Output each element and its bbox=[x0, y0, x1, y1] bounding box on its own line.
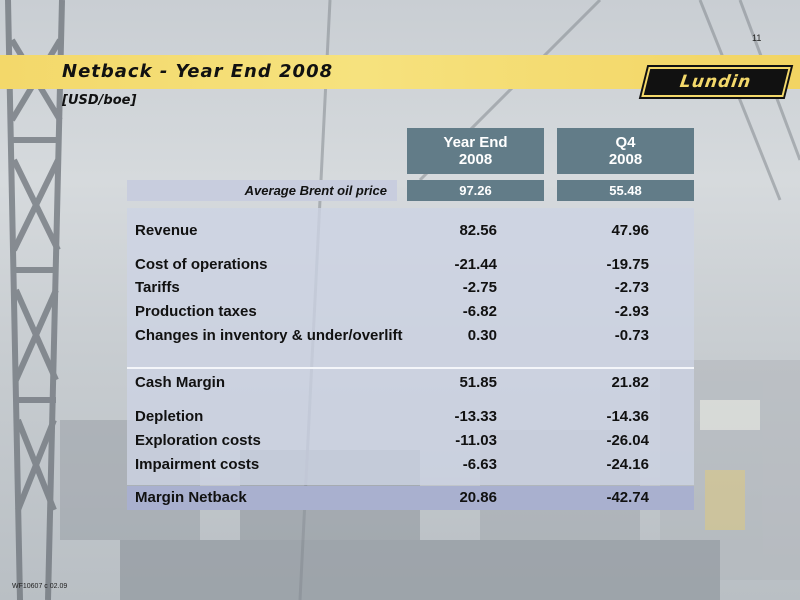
column-header-line1: Q4 bbox=[615, 134, 636, 151]
table-row-depletion: Depletion -13.33 -14.36 bbox=[127, 405, 694, 428]
table-row-production-taxes: Production taxes -6.82 -2.93 bbox=[127, 300, 694, 323]
row-value-q4: -0.73 bbox=[614, 327, 649, 344]
row-value-year-end: -11.03 bbox=[455, 432, 497, 449]
row-value-year-end: 20.86 bbox=[459, 489, 497, 506]
table-row-margin-netback: Margin Netback 20.86 -42.74 bbox=[127, 486, 694, 510]
column-header-q4: Q4 2008 bbox=[557, 128, 694, 174]
row-value-q4: 21.82 bbox=[611, 374, 649, 391]
row-value-year-end: -2.75 bbox=[462, 279, 497, 296]
column-header-line2: 2008 bbox=[608, 151, 643, 168]
brent-price-label: Average Brent oil price bbox=[127, 180, 397, 201]
page-subtitle: [USD/boe] bbox=[62, 93, 137, 108]
column-header-line2: 2008 bbox=[458, 151, 493, 168]
brent-price-year-end: 97.26 bbox=[407, 180, 544, 201]
brent-price-row: Average Brent oil price 97.26 55.48 bbox=[127, 180, 694, 201]
row-value-year-end: 82.56 bbox=[459, 222, 497, 239]
row-value-year-end: -21.44 bbox=[454, 256, 497, 273]
row-value-year-end: 0.30 bbox=[467, 327, 497, 344]
row-value-year-end: -6.82 bbox=[462, 303, 497, 320]
page-title: Netback - Year End 2008 bbox=[62, 61, 334, 82]
row-label: Production taxes bbox=[135, 303, 257, 320]
row-label: Revenue bbox=[135, 222, 198, 239]
row-value-year-end: -6.63 bbox=[462, 456, 497, 473]
row-label: Exploration costs bbox=[135, 432, 261, 449]
row-label: Cash Margin bbox=[135, 374, 226, 391]
netback-table-body bbox=[127, 208, 694, 485]
table-row-revenue: Revenue 82.56 47.96 bbox=[127, 219, 694, 242]
column-header-line1: Year End bbox=[443, 134, 508, 151]
row-label: Changes in inventory & under/overlift bbox=[135, 327, 403, 344]
table-row-cost-of-operations: Cost of operations -21.44 -19.75 bbox=[127, 253, 694, 276]
row-value-q4: -2.93 bbox=[614, 303, 649, 320]
table-row-inventory-changes: Changes in inventory & under/overlift 0.… bbox=[127, 324, 694, 347]
row-value-year-end: 51.85 bbox=[459, 374, 497, 391]
row-value-q4: -19.75 bbox=[606, 256, 649, 273]
row-value-q4: -2.73 bbox=[614, 279, 649, 296]
footer-code: WF10607 c 02.09 bbox=[12, 583, 68, 590]
table-row-exploration-costs: Exploration costs -11.03 -26.04 bbox=[127, 429, 694, 452]
row-label: Margin Netback bbox=[135, 489, 247, 506]
row-label: Tariffs bbox=[135, 279, 180, 296]
table-row-cash-margin: Cash Margin 51.85 21.82 bbox=[127, 371, 694, 394]
page-number: 11 bbox=[752, 33, 762, 43]
row-value-q4: -26.04 bbox=[606, 432, 649, 449]
table-row-tariffs: Tariffs -2.75 -2.73 bbox=[127, 276, 694, 299]
row-value-q4: -24.16 bbox=[606, 456, 649, 473]
row-value-q4: -42.74 bbox=[606, 489, 649, 506]
column-header-year-end: Year End 2008 bbox=[407, 128, 544, 174]
lundin-logo: Lundin bbox=[641, 67, 791, 97]
row-value-q4: -14.36 bbox=[606, 408, 649, 425]
table-divider bbox=[127, 367, 694, 369]
row-label: Cost of operations bbox=[135, 256, 268, 273]
table-row-impairment-costs: Impairment costs -6.63 -24.16 bbox=[127, 453, 694, 476]
row-label: Depletion bbox=[135, 408, 204, 425]
row-value-q4: 47.96 bbox=[611, 222, 649, 239]
row-value-year-end: -13.33 bbox=[454, 408, 497, 425]
brent-price-q4: 55.48 bbox=[557, 180, 694, 201]
logo-text: Lundin bbox=[678, 72, 754, 92]
row-label: Impairment costs bbox=[135, 456, 260, 473]
